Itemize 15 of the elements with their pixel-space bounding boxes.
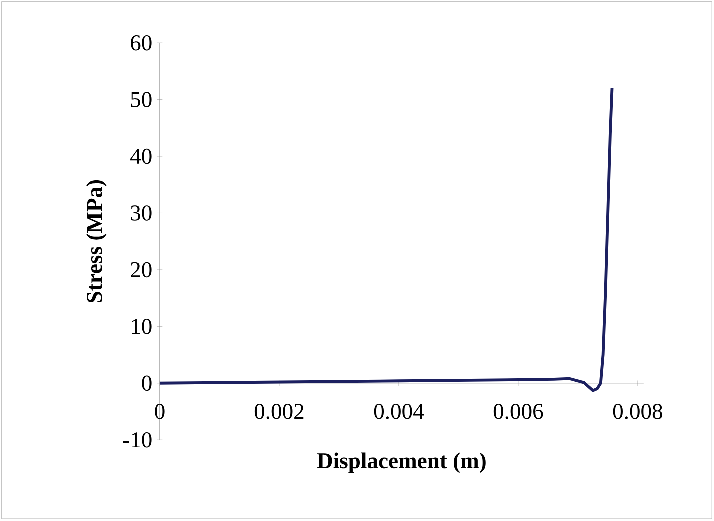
- x-tick-label: 0.006: [494, 404, 544, 420]
- y-tick-label: 60: [131, 35, 152, 51]
- y-tick-label: 40: [130, 148, 152, 164]
- y-tick-label: -10: [123, 432, 152, 448]
- y-tick-label: 50: [131, 92, 152, 108]
- x-tick-label: 0.004: [374, 404, 424, 420]
- x-tick-label: 0.002: [254, 404, 304, 420]
- x-tick-label: 0.008: [613, 404, 662, 420]
- y-tick-label: 0: [142, 376, 152, 392]
- y-tick-label: 20: [131, 262, 152, 278]
- y-tick-label: 30: [131, 206, 152, 221]
- y-axis-title: Stress (MPa): [86, 180, 107, 303]
- x-axis-title: Displacement (m): [317, 452, 486, 474]
- x-tick-label: 0: [155, 404, 165, 420]
- y-tick-label: 10: [132, 319, 152, 334]
